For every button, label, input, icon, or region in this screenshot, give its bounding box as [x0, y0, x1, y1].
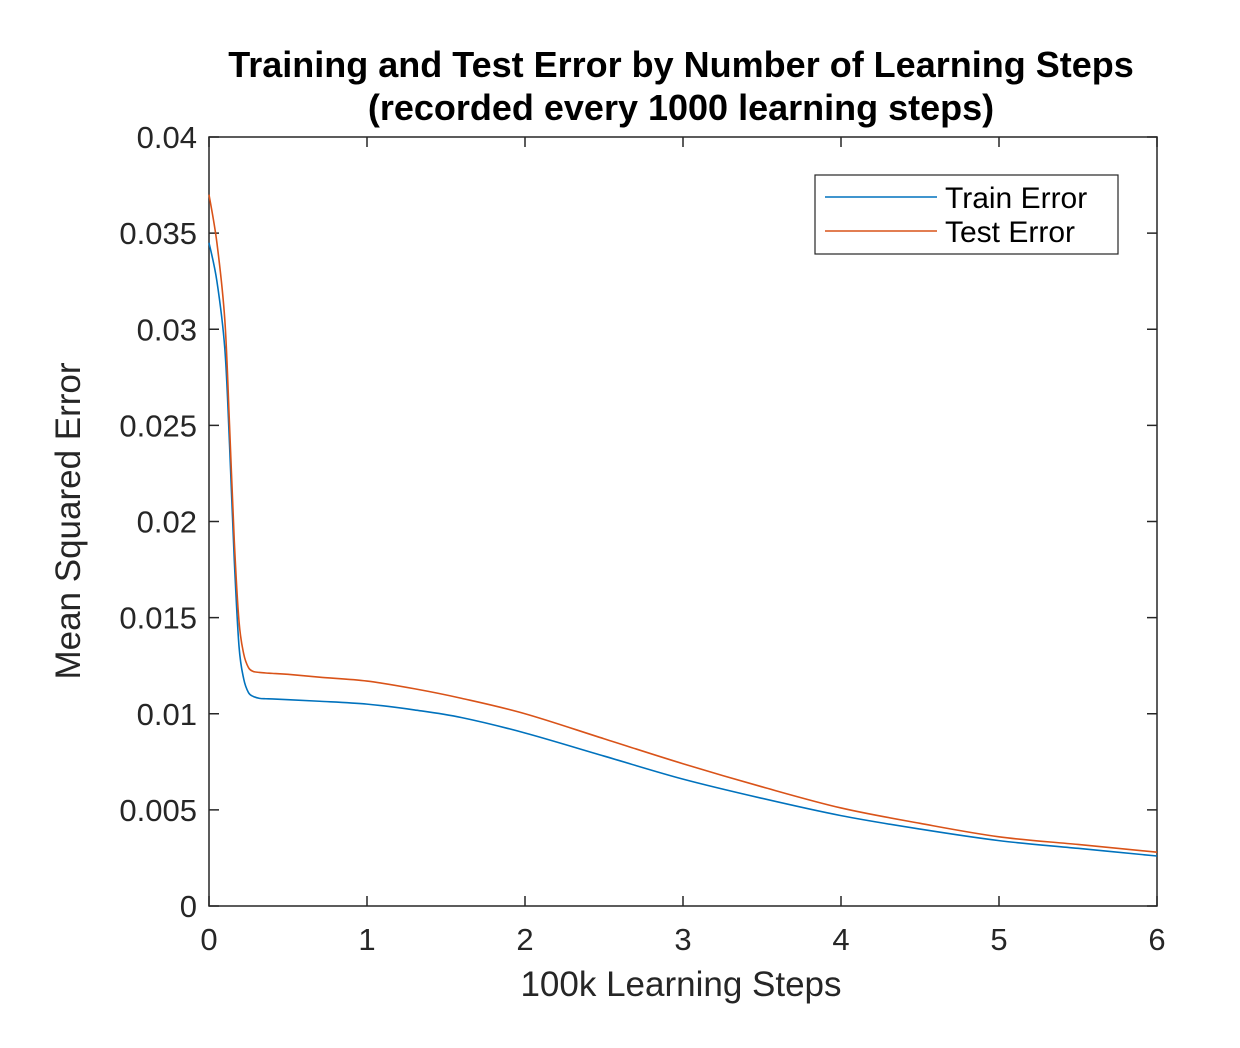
y-tick-label: 0.02: [137, 505, 197, 540]
x-tick-label: 1: [358, 922, 375, 957]
y-tick-label: 0.04: [137, 120, 197, 155]
y-tick-label: 0.015: [119, 601, 197, 636]
chart-subtitle: (recorded every 1000 learning steps): [368, 87, 994, 128]
series-layer: [208, 194, 1158, 857]
y-tick-label: 0.01: [137, 697, 197, 732]
legend-label: Test Error: [945, 216, 1075, 249]
axis-ticks: 0 1 2 3 4 5 6 0 0.005 0.01 0.015 0.02 0.025 0.03 0.035…: [119, 120, 1165, 957]
legend-box: [814, 174, 1119, 255]
x-tick-label: 5: [990, 922, 1007, 957]
y-tick-label: 0.025: [119, 408, 197, 443]
x-tick-label: 6: [1148, 922, 1165, 957]
y-tick-label: 0.03: [137, 312, 197, 347]
legend-label: Train Error: [945, 182, 1087, 215]
x-tick-label: 4: [832, 922, 849, 957]
y-tick-label: 0.005: [119, 793, 197, 828]
x-tick-label: 2: [516, 922, 533, 957]
x-tick-label: 0: [200, 922, 217, 957]
series-line-train-error: [208, 242, 1158, 857]
series-line-test-error: [208, 194, 1158, 853]
x-tick-label: 3: [674, 922, 691, 957]
y-tick-label: 0: [180, 889, 197, 924]
x-axis-label: 100k Learning Steps: [520, 965, 841, 1004]
y-axis-label: Mean Squared Error: [49, 362, 88, 679]
chart-title: Training and Test Error by Number of Lea…: [228, 44, 1133, 85]
y-tick-label: 0.035: [119, 216, 197, 251]
